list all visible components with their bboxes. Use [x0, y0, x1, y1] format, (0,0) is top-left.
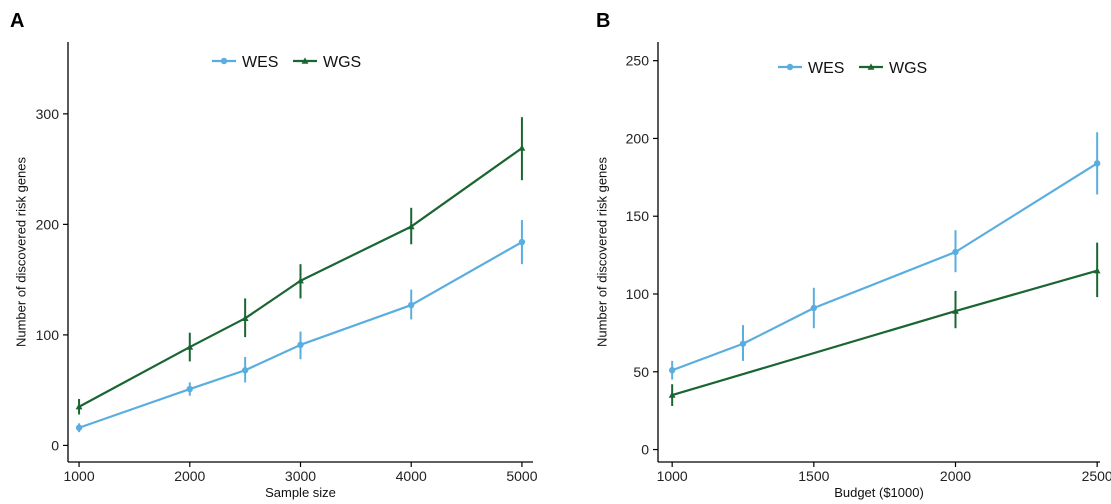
wes-data-point [1093, 160, 1101, 167]
wes-series-line [78, 241, 523, 429]
wgs-data-point [1093, 267, 1101, 274]
ticks-a: 1000 2000 3000 4000 5000 0 100 200 300 [36, 106, 538, 484]
wes-data-point [739, 340, 747, 347]
y-axis-title-a: Number of discovered risk genes [13, 156, 28, 347]
x-axis-title-b: Budget ($1000) [834, 485, 924, 500]
wes-series-line [671, 162, 1098, 372]
legend-wes-label-b: WES [808, 60, 844, 77]
wgs-data-point [297, 277, 304, 284]
wgs-data-point [407, 222, 415, 230]
wgs-data-point [952, 307, 959, 314]
x-tick-label: 2000 [940, 468, 971, 484]
x-tick-label: 5000 [506, 468, 537, 484]
wes-data-point [668, 367, 676, 374]
x-tick-label: 2000 [174, 468, 205, 484]
ticks-b: 1000 1500 2000 2500 0 50 100 150 200 250 [626, 53, 1111, 484]
wgs-data-point [186, 343, 194, 350]
y-tick-label: 50 [633, 364, 649, 380]
wes-data-point [297, 341, 304, 349]
wgs-data-point [241, 314, 249, 322]
x-tick-label: 3000 [285, 468, 316, 484]
series-a [75, 117, 526, 433]
wgs-data-point [518, 144, 526, 151]
panel-label-a: A [10, 10, 24, 32]
panel-b: B Number of discovered risk genes Budget… [594, 10, 1111, 500]
x-axis-title-a: Sample size [265, 485, 336, 500]
y-tick-label: 200 [626, 130, 650, 146]
wgs-data-point [75, 403, 83, 410]
y-axis-title-b: Number of discovered risk genes [594, 156, 609, 347]
wgs-data-point [668, 391, 676, 398]
x-tick-label: 4000 [396, 468, 427, 484]
y-tick-label: 250 [626, 53, 650, 69]
wes-data-point [518, 238, 526, 246]
y-tick-label: 0 [51, 437, 59, 453]
y-tick-label: 200 [36, 216, 60, 232]
wes-data-point [186, 385, 193, 393]
wgs-series-line [78, 147, 523, 408]
legend-wes-marker-a [220, 57, 228, 65]
wes-data-point [408, 301, 415, 309]
wes-data-point [810, 304, 818, 312]
legend-wgs-marker-b [867, 63, 875, 70]
series-b [668, 132, 1101, 406]
wes-data-point [241, 367, 249, 374]
legend-wgs-marker-a [301, 57, 309, 64]
y-tick-label: 150 [626, 208, 650, 224]
legend-b: WES WGS [778, 60, 927, 77]
legend-wes-marker-b [786, 63, 794, 71]
legend-wes-label-a: WES [242, 54, 278, 71]
wes-data-point [75, 424, 83, 431]
x-tick-label: 1000 [63, 468, 94, 484]
legend-wgs-label-a: WGS [323, 54, 361, 71]
wes-data-point [952, 248, 959, 256]
y-tick-label: 0 [641, 442, 649, 458]
panel-label-b: B [596, 10, 610, 32]
x-tick-label: 1000 [657, 468, 688, 484]
x-tick-label: 1500 [798, 468, 829, 484]
legend-a: WES WGS [212, 54, 361, 71]
wgs-series-line [671, 269, 1098, 397]
legend-wgs-label-b: WGS [889, 60, 927, 77]
y-tick-label: 100 [626, 286, 650, 302]
x-tick-label: 2500 [1082, 468, 1111, 484]
panel-a: A Number of discovered risk genes Sample… [10, 10, 538, 500]
y-tick-label: 100 [36, 327, 60, 343]
y-tick-label: 300 [36, 106, 60, 122]
